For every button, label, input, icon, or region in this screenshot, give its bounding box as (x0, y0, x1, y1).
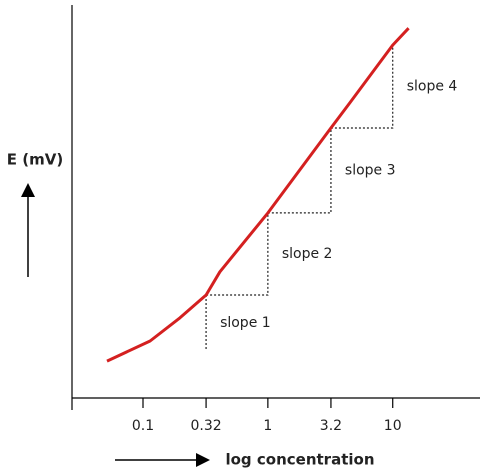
annotation: slope 4 (407, 79, 458, 95)
annotation: slope 1 (220, 315, 271, 331)
slope-guide (267, 128, 332, 214)
x-tick-label: 1 (263, 418, 272, 434)
x-axis-label: log concentration (225, 451, 374, 469)
data-line (106, 27, 410, 363)
slope-guide (330, 45, 394, 129)
y-axis-label: E (mV) (7, 151, 63, 169)
x-tick-label: 3.2 (320, 418, 342, 434)
x-tick-label: 0.1 (132, 418, 154, 434)
annotation: slope 2 (282, 246, 333, 262)
x-tick-label: 10 (384, 418, 402, 434)
slope-guide (206, 212, 269, 296)
annotation: slope 3 (345, 162, 396, 178)
x-tick-label: 0.32 (190, 418, 221, 434)
